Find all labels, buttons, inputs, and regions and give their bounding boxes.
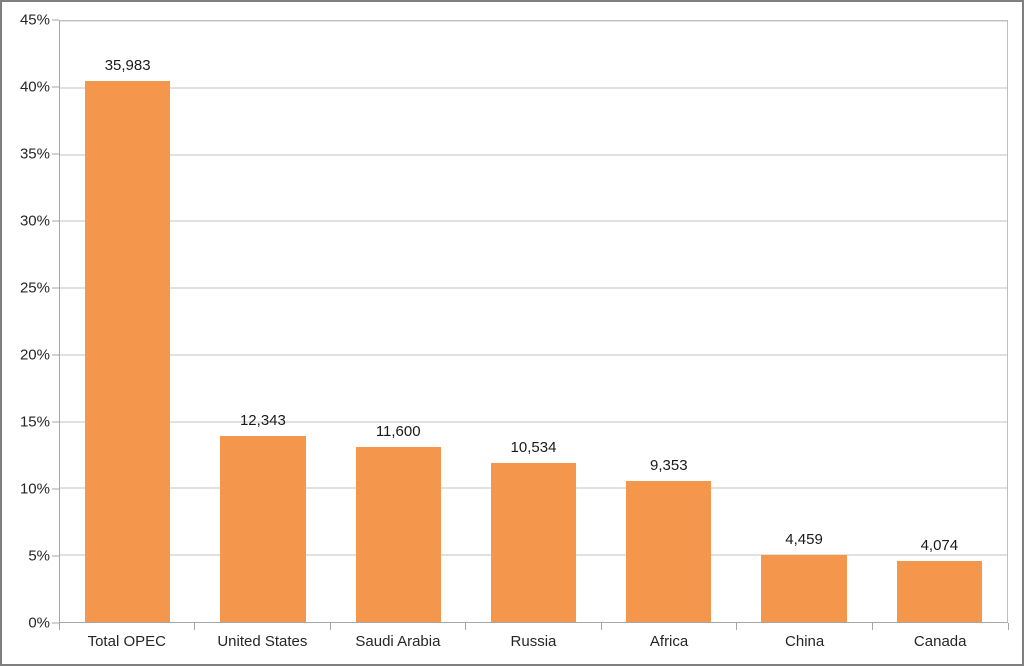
gridline — [60, 154, 1007, 156]
x-tick-mark — [465, 623, 467, 630]
bar-value-label: 4,074 — [920, 536, 959, 554]
y-tick-label: 35% — [19, 145, 50, 163]
x-axis-ticks — [58, 623, 1009, 630]
x-category-label: United States — [217, 633, 308, 650]
bar-united-states — [220, 436, 306, 622]
x-category-label: Russia — [510, 633, 557, 650]
bar-canada — [896, 560, 982, 622]
bar-russia — [490, 463, 577, 622]
y-tick-label: 20% — [19, 346, 50, 364]
gridline — [60, 287, 1007, 289]
y-tick-mark — [52, 19, 59, 21]
x-category-label: Total OPEC — [87, 633, 166, 650]
x-category-label: Saudi Arabia — [355, 633, 441, 650]
y-tick-label: 0% — [28, 614, 50, 632]
y-tick-mark — [52, 555, 59, 557]
bar-value-label: 9,353 — [650, 457, 688, 475]
x-tick-mark — [329, 623, 331, 630]
bar-china — [761, 554, 847, 622]
y-tick-label: 5% — [28, 547, 50, 565]
x-category-label: China — [785, 633, 825, 650]
y-tick-label: 15% — [19, 413, 50, 431]
y-tick-mark — [52, 488, 59, 490]
y-tick-mark — [52, 287, 59, 289]
gridline — [60, 354, 1007, 356]
x-tick-mark — [1007, 623, 1009, 630]
x-tick-mark — [194, 623, 196, 630]
plot-area: 35,983 12,343 11,600 10,534 9,353 4,459 4,074 — [59, 20, 1008, 623]
y-tick-mark — [52, 153, 59, 155]
y-axis-labels: 0% 5% 10% 15% 20% 25% 30% 35% 40% 45% — [2, 13, 50, 631]
x-category-label: Africa — [649, 633, 689, 650]
gridline — [60, 87, 1007, 89]
y-tick-mark — [52, 354, 59, 356]
y-tick-label: 10% — [19, 480, 50, 498]
bar-value-label: 10,534 — [510, 439, 557, 457]
y-tick-mark — [52, 220, 59, 222]
bar-value-label: 11,600 — [375, 423, 421, 441]
y-tick-label: 45% — [19, 11, 50, 29]
x-tick-mark — [871, 623, 873, 630]
y-tick-label: 30% — [19, 212, 50, 230]
y-tick-label: 25% — [19, 279, 50, 297]
gridline — [60, 421, 1007, 423]
bar-africa — [626, 481, 712, 622]
gridline — [60, 220, 1007, 222]
y-tick-label: 40% — [19, 78, 50, 96]
x-tick-mark — [600, 623, 602, 630]
y-tick-mark — [52, 622, 59, 624]
y-tick-mark — [52, 421, 59, 423]
bar-saudi-arabia — [355, 447, 441, 622]
x-tick-mark — [736, 623, 738, 630]
x-category-label: Canada — [913, 633, 967, 650]
x-tick-mark — [58, 623, 60, 630]
x-axis-labels: Total OPEC United States Saudi Arabia Russi… — [59, 634, 1008, 658]
bar-total-opec — [85, 80, 171, 622]
bar-value-label: 4,459 — [785, 530, 823, 548]
bar-value-label: 12,343 — [239, 412, 286, 430]
y-axis-ticks — [52, 19, 59, 624]
bar-value-label: 35,983 — [104, 56, 151, 74]
y-tick-mark — [52, 86, 59, 88]
gridline — [60, 20, 1007, 22]
